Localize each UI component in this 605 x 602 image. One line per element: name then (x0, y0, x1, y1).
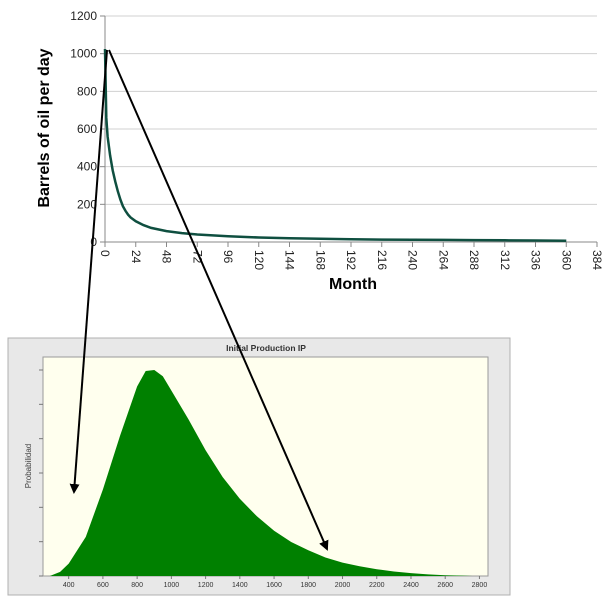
c2-x-tick-label: 800 (131, 582, 143, 589)
c1-x-tick-label: 120 (252, 250, 266, 270)
arrow-to-high-ip (108, 49, 329, 551)
c1-x-tick-label: 240 (406, 250, 420, 270)
c2-x-tick-label: 1400 (232, 582, 248, 589)
c1-y-tick-label: 400 (77, 160, 97, 174)
c1-y-tick-label: 600 (77, 122, 97, 136)
c1-y-tick-label: 800 (77, 84, 97, 98)
c1-x-tick-label: 312 (498, 250, 512, 270)
decline-curve-line (103, 48, 567, 242)
c1-x-tick-label: 216 (375, 250, 389, 270)
production-decline-chart: 020040060080010001200 024487296120144168… (36, 9, 604, 293)
c2-x-tick-label: 2200 (369, 582, 385, 589)
c1-y-tick-label: 1000 (70, 47, 97, 61)
c2-x-tick-label: 2800 (472, 582, 488, 589)
c1-x-tick-label: 24 (129, 250, 143, 264)
c1-y-tick-labels: 0 200 400 600 800 1000 1200 (70, 9, 105, 249)
c1-x-tick-label: 336 (529, 250, 543, 270)
c1-x-tick-label: 0 (98, 250, 112, 257)
c1-y-tick-label: 1200 (70, 9, 97, 23)
c1-x-tick-label: 48 (160, 250, 174, 264)
c2-x-tick-label: 1600 (266, 582, 282, 589)
c1-x-tick-labels: 0 24 48 72 96 120 144 168 192 216 240 264 288 312 336 3… (98, 242, 604, 270)
probability-density-area (49, 370, 473, 576)
c1-x-tick-label: 288 (467, 250, 481, 270)
c2-x-tick-label: 600 (97, 582, 109, 589)
c2-x-tick-label: 400 (63, 582, 75, 589)
c1-x-tick-label: 384 (590, 250, 604, 270)
c2-y-axis-title: Probabilidad (24, 444, 33, 488)
arrow-to-low-ip (69, 49, 108, 494)
initial-production-distribution-chart: Initial Production IP Probabilidad 400 60… (7, 337, 511, 596)
c2-x-tick-label: 2400 (403, 582, 419, 589)
c1-y-tick-label: 200 (77, 197, 97, 211)
c1-y-axis-title: Barrels of oil per day (36, 48, 53, 207)
c1-x-tick-label: 264 (436, 250, 450, 270)
c2-x-tick-label: 2600 (437, 582, 453, 589)
c2-x-tick-label: 2000 (335, 582, 351, 589)
c1-x-tick-label: 168 (313, 250, 327, 270)
c1-x-tick-label: 360 (559, 250, 573, 270)
c2-x-tick-label: 1800 (300, 582, 316, 589)
c2-x-tick-label: 1200 (198, 582, 214, 589)
c2-y-tick-marks (39, 369, 43, 577)
c2-x-tick-labels: 400 600 800 1000 1200 1400 1600 1800 2000 2200 240… (63, 576, 488, 589)
c1-y-tick-label: 0 (90, 235, 97, 249)
c1-x-tick-label: 192 (344, 250, 358, 270)
c1-x-tick-label: 96 (221, 250, 235, 264)
c2-chart-title: Initial Production IP (226, 343, 306, 353)
c1-gridlines (105, 15, 597, 243)
c1-x-tick-label: 144 (283, 250, 297, 270)
c2-x-tick-label: 1000 (164, 582, 180, 589)
c1-x-axis-title: Month (329, 276, 377, 293)
